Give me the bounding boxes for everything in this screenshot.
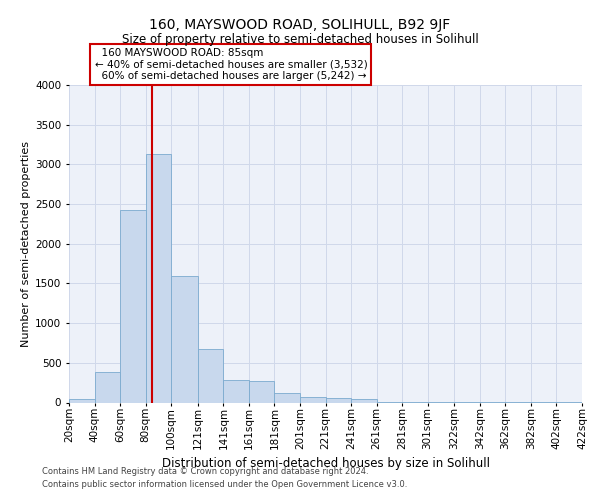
X-axis label: Distribution of semi-detached houses by size in Solihull: Distribution of semi-detached houses by …: [161, 457, 490, 470]
Text: 160, MAYSWOOD ROAD, SOLIHULL, B92 9JF: 160, MAYSWOOD ROAD, SOLIHULL, B92 9JF: [149, 18, 451, 32]
Text: Size of property relative to semi-detached houses in Solihull: Size of property relative to semi-detach…: [122, 32, 478, 46]
Bar: [120, 210, 146, 402]
Bar: [325, 398, 351, 402]
Y-axis label: Number of semi-detached properties: Number of semi-detached properties: [21, 141, 31, 347]
Text: Contains HM Land Registry data © Crown copyright and database right 2024.: Contains HM Land Registry data © Crown c…: [42, 467, 368, 476]
Bar: [223, 380, 249, 402]
Bar: [69, 398, 95, 402]
Bar: [274, 392, 300, 402]
Bar: [351, 398, 377, 402]
Bar: [300, 398, 325, 402]
Bar: [146, 154, 171, 402]
Bar: [171, 276, 198, 402]
Bar: [95, 372, 120, 402]
Bar: [249, 381, 274, 402]
Text: Contains public sector information licensed under the Open Government Licence v3: Contains public sector information licen…: [42, 480, 407, 489]
Text: 160 MAYSWOOD ROAD: 85sqm
← 40% of semi-detached houses are smaller (3,532)
  60%: 160 MAYSWOOD ROAD: 85sqm ← 40% of semi-d…: [95, 48, 367, 81]
Bar: [198, 350, 223, 403]
